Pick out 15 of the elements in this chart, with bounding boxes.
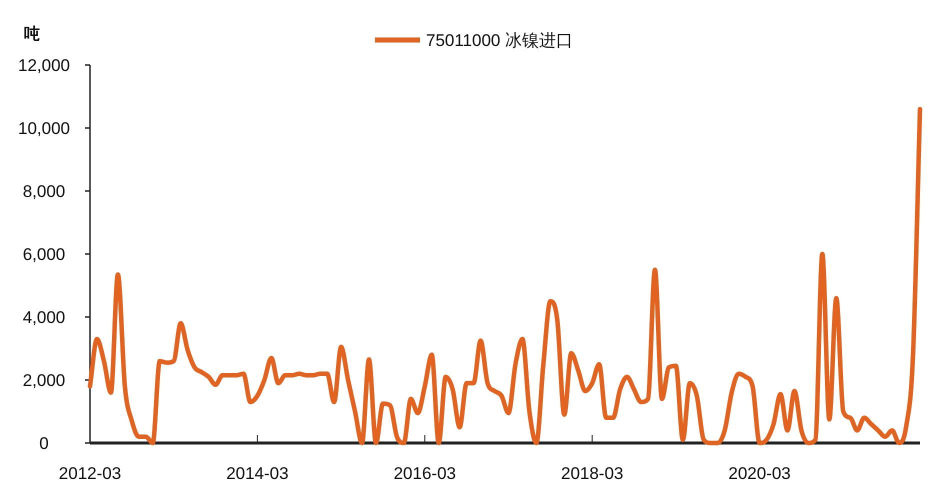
- y-axis-title: 吨: [24, 25, 40, 43]
- y-tick-label: 6,000: [22, 245, 66, 264]
- y-tick-label: 10,000: [18, 119, 70, 138]
- x-tick-label: 2014-03: [226, 464, 289, 483]
- y-tick-label: 4,000: [22, 308, 66, 327]
- x-tick-label: 2016-03: [394, 464, 456, 483]
- x-tick-label: 2020-03: [728, 464, 791, 483]
- y-tick-label: 2,000: [22, 371, 66, 390]
- x-tick-label: 2018-03: [560, 464, 624, 483]
- x-tick-label: 2012-03: [58, 464, 122, 483]
- y-tick-label: 8,000: [22, 182, 66, 201]
- legend-label: 75011000 冰镍进口: [426, 31, 574, 50]
- y-tick-label: 0: [39, 434, 49, 453]
- line-series: [88, 106, 922, 446]
- y-tick-label: 12,000: [18, 56, 70, 75]
